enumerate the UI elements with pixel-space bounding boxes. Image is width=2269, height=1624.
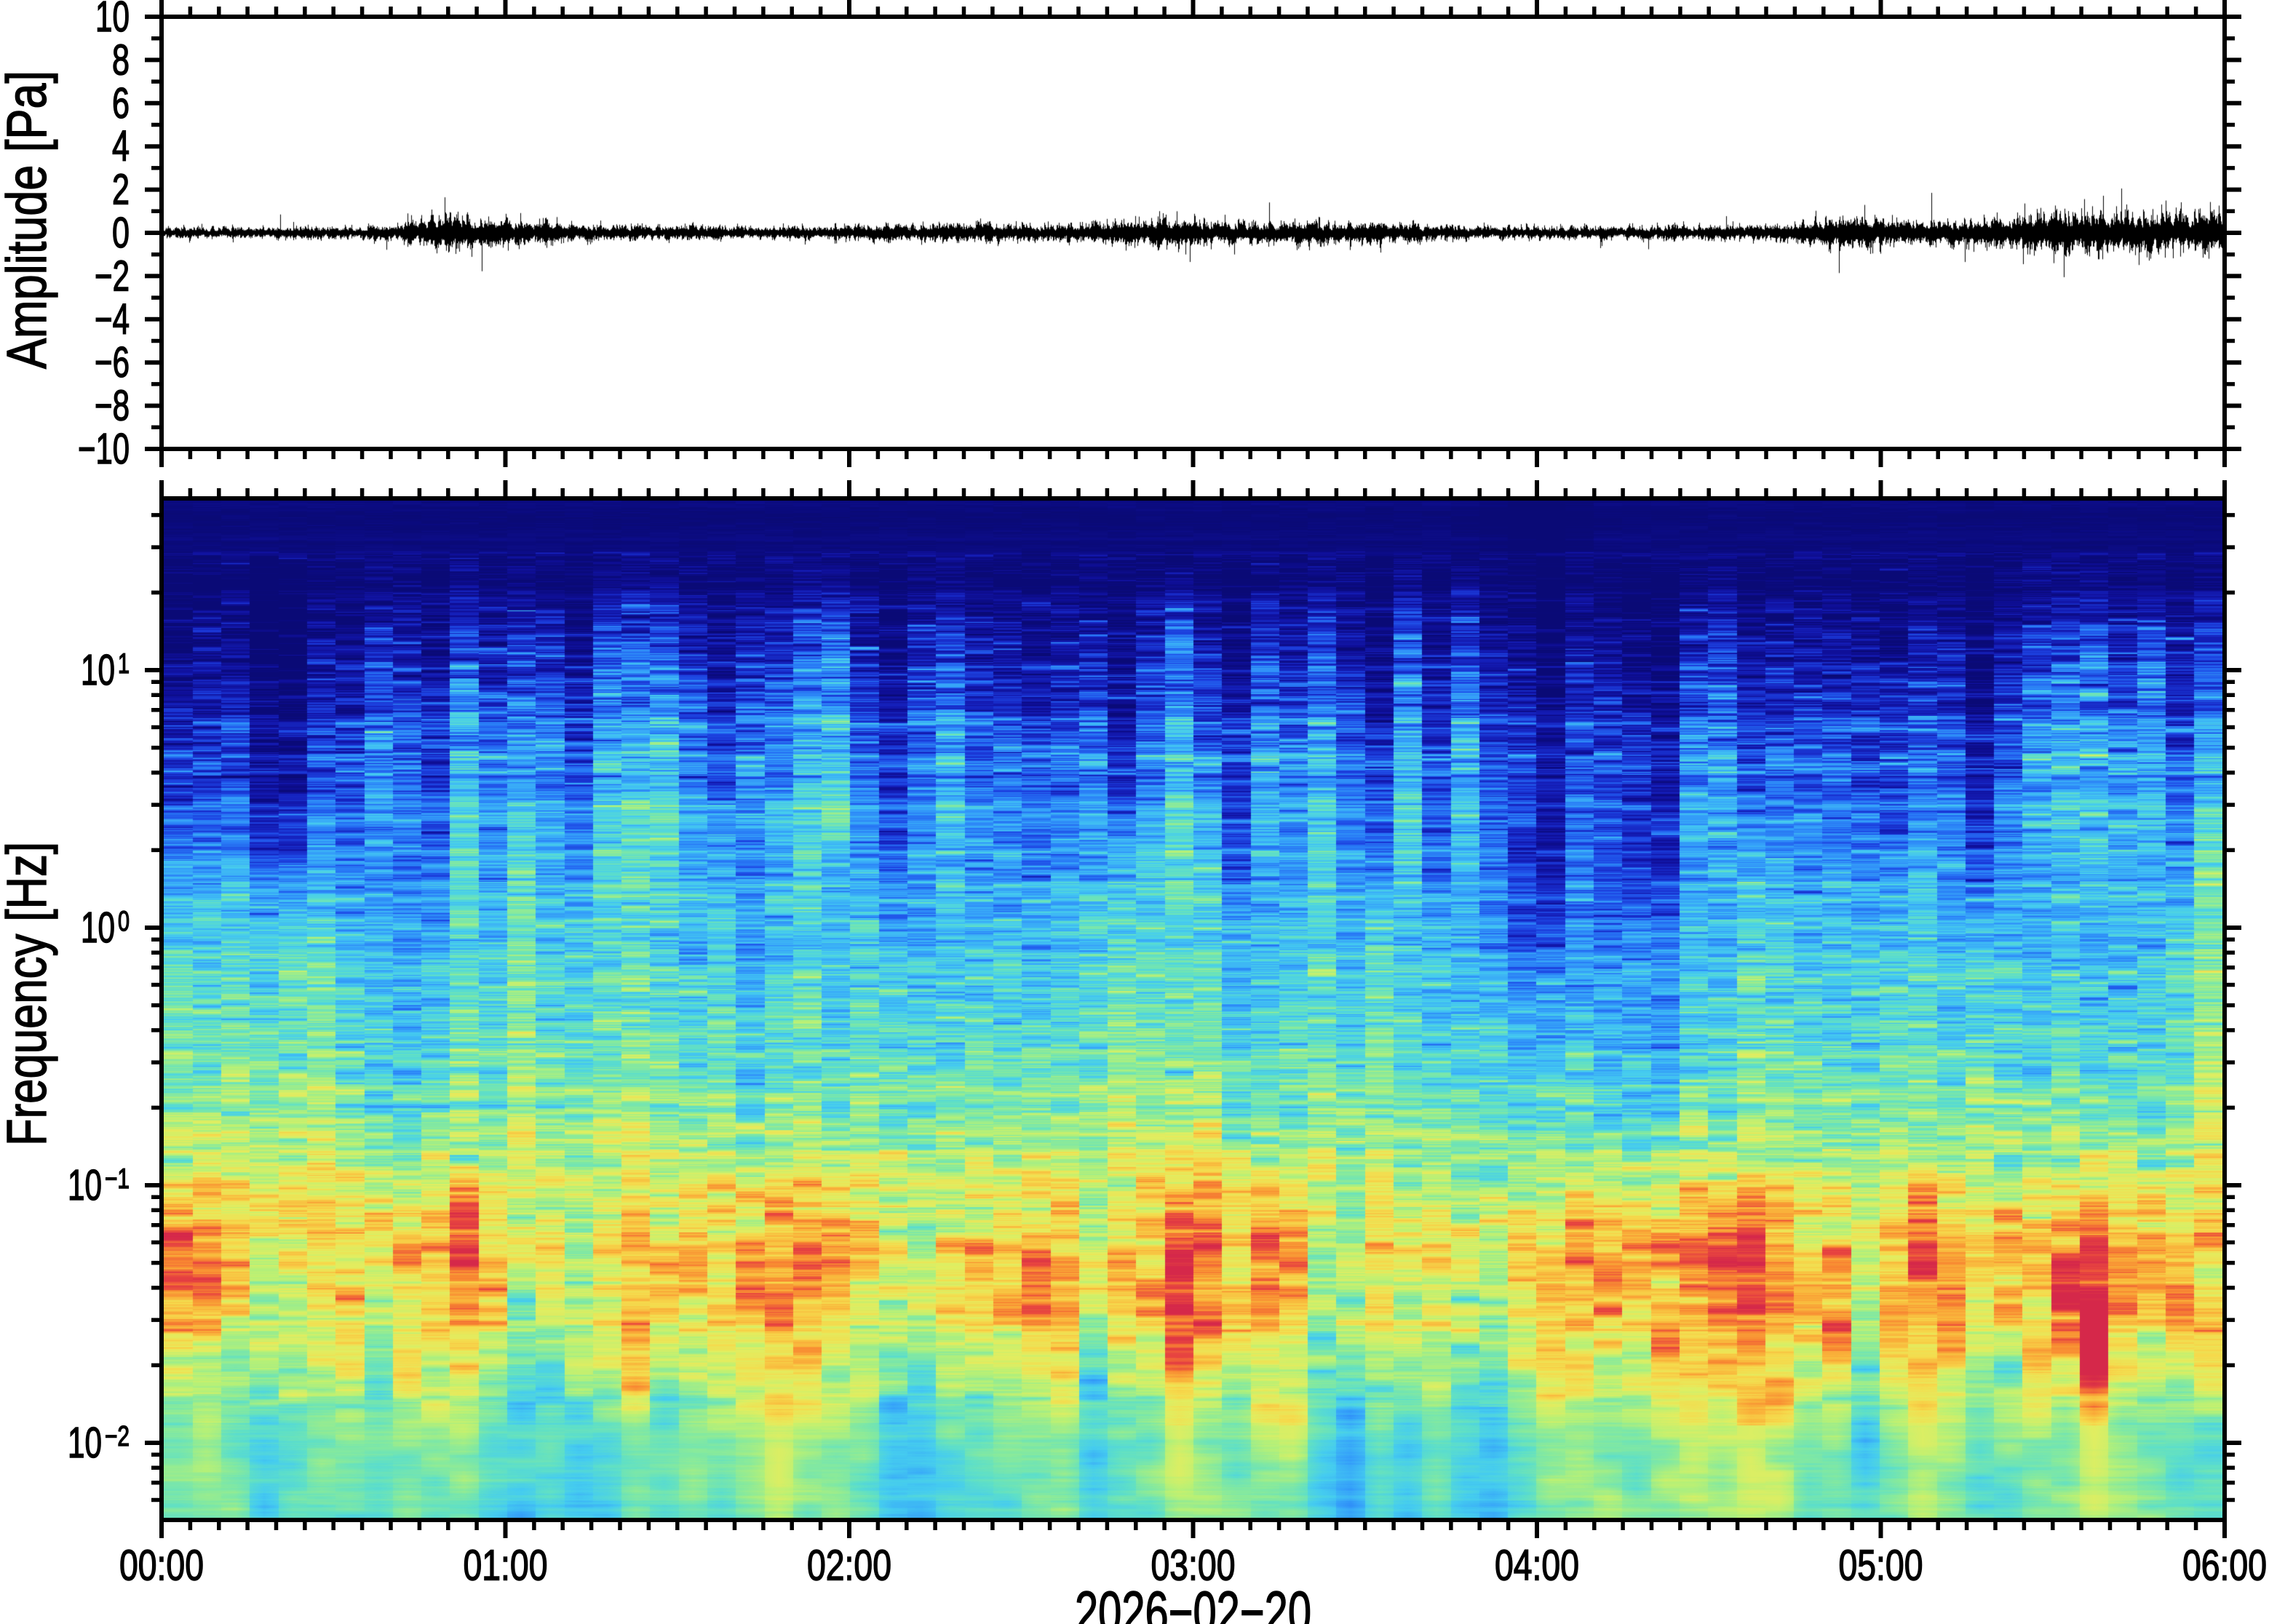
svg-text:0: 0 bbox=[112, 209, 130, 257]
svg-text:04:00: 04:00 bbox=[1495, 1542, 1579, 1590]
svg-text:Frequency [Hz]: Frequency [Hz] bbox=[0, 842, 58, 1146]
svg-text:−8: −8 bbox=[95, 382, 130, 430]
svg-text:−4: −4 bbox=[95, 295, 130, 343]
svg-text:03:00: 03:00 bbox=[1151, 1542, 1236, 1590]
svg-text:6: 6 bbox=[112, 79, 130, 127]
svg-text:−2: −2 bbox=[95, 252, 130, 300]
svg-text:−2: −2 bbox=[105, 1421, 130, 1452]
svg-text:10: 10 bbox=[81, 646, 115, 694]
svg-text:0: 0 bbox=[118, 906, 130, 937]
svg-text:10: 10 bbox=[81, 904, 115, 952]
svg-text:01:00: 01:00 bbox=[464, 1542, 548, 1590]
svg-text:2: 2 bbox=[112, 166, 130, 214]
svg-text:1: 1 bbox=[118, 648, 130, 680]
svg-text:10: 10 bbox=[68, 1161, 102, 1209]
svg-text:4: 4 bbox=[112, 122, 130, 170]
svg-text:00:00: 00:00 bbox=[119, 1542, 204, 1590]
svg-text:06:00: 06:00 bbox=[2182, 1542, 2267, 1590]
svg-text:−6: −6 bbox=[95, 338, 130, 386]
svg-text:10: 10 bbox=[95, 0, 130, 41]
svg-text:05:00: 05:00 bbox=[1839, 1542, 1923, 1590]
svg-text:−1: −1 bbox=[105, 1163, 130, 1195]
svg-text:2026−02−20: 2026−02−20 bbox=[1075, 1580, 1311, 1624]
svg-text:Amplitude [Pa]: Amplitude [Pa] bbox=[0, 71, 58, 369]
svg-text:8: 8 bbox=[112, 36, 130, 84]
svg-text:−10: −10 bbox=[78, 425, 130, 473]
svg-text:10: 10 bbox=[68, 1419, 102, 1467]
svg-text:02:00: 02:00 bbox=[807, 1542, 891, 1590]
